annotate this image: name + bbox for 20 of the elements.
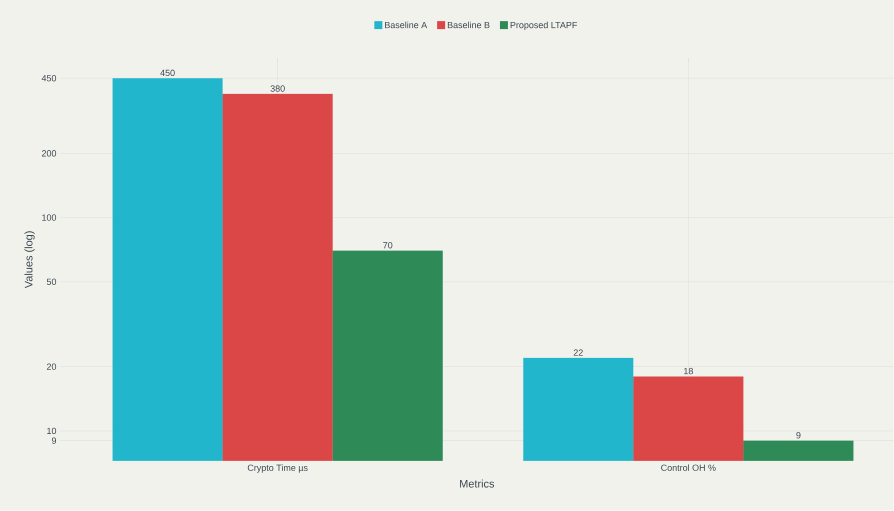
data-label: 9 [796, 432, 800, 439]
y-tick-label: 10 [47, 428, 56, 434]
y-axis-title: Values (log) [24, 231, 35, 288]
y-tick-label: 20 [46, 364, 56, 370]
data-label: 450 [160, 70, 175, 76]
y-tick-label: 9 [52, 438, 56, 444]
y-tick-label: 50 [46, 278, 56, 286]
data-label: 22 [574, 349, 583, 356]
data-label: 70 [383, 242, 392, 249]
legend-label: Proposed LTAPF [510, 22, 577, 30]
y-tick-label: 100 [42, 214, 56, 221]
data-label: 380 [270, 85, 285, 92]
x-tick-label: Crypto Time µs [248, 464, 308, 473]
legend-label: Baseline A [385, 22, 428, 28]
x-tick-label: Control OH % [661, 464, 716, 472]
x-axis-title: Metrics [460, 480, 494, 488]
data-label: 18 [684, 368, 693, 374]
legend-label: Baseline B [448, 22, 490, 28]
y-tick-label: 450 [42, 75, 56, 82]
y-tick-label: 200 [42, 150, 56, 157]
